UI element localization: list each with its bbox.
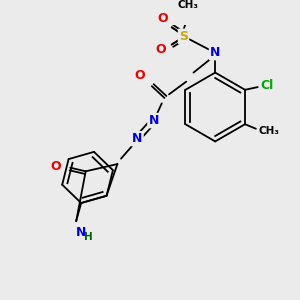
Text: O: O [50, 160, 61, 173]
Text: N: N [132, 132, 142, 145]
Text: N: N [148, 114, 159, 127]
Text: N: N [76, 226, 86, 238]
Text: CH₃: CH₃ [178, 0, 199, 10]
Text: Cl: Cl [260, 79, 273, 92]
Text: O: O [135, 69, 145, 82]
Text: N: N [210, 46, 220, 59]
Text: H: H [85, 232, 93, 242]
Text: O: O [158, 12, 168, 25]
Text: CH₃: CH₃ [258, 127, 279, 136]
Text: S: S [179, 30, 188, 43]
Text: O: O [156, 44, 166, 56]
